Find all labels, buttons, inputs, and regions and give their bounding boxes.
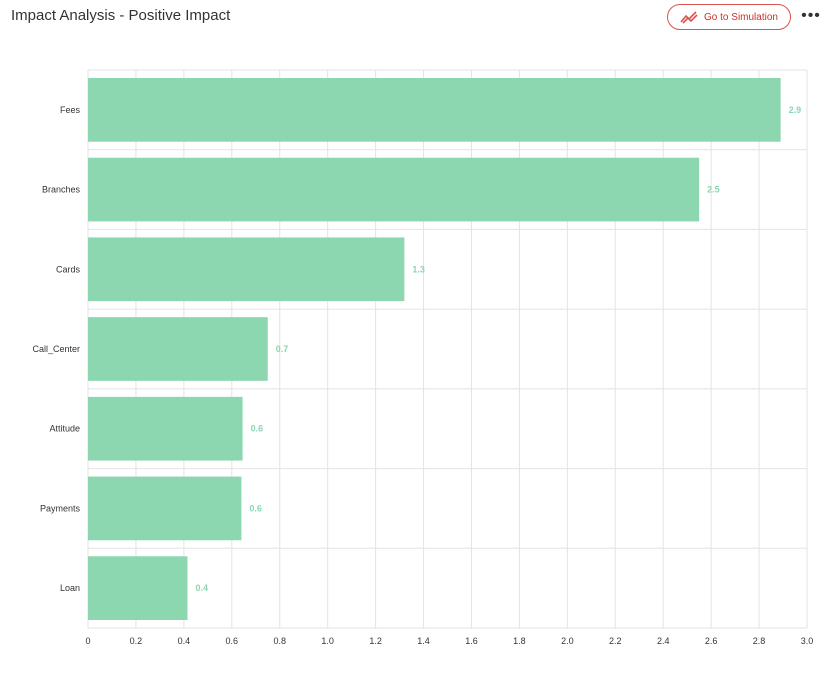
go-to-simulation-button[interactable]: Go to Simulation [667,4,791,30]
x-tick-label: 1.2 [369,636,382,646]
trend-lines-icon [680,11,698,24]
x-tick-label: 1.8 [513,636,526,646]
category-label: Payments [40,503,81,513]
bar-branches [88,157,700,222]
x-tick-label: 3.0 [801,636,814,646]
bar-loan [88,556,188,620]
category-label: Call_Center [32,344,80,354]
data-label: 1.3 [412,264,425,274]
x-tick-label: 1.4 [417,636,430,646]
x-tick-label: 2.0 [561,636,574,646]
x-tick-label: 2.4 [657,636,670,646]
bar-fees [88,78,781,142]
x-tick-label: 1.0 [321,636,334,646]
chart-title: Impact Analysis - Positive Impact [11,7,231,24]
category-label: Branches [42,185,81,195]
data-label: 0.6 [251,424,264,434]
go-to-simulation-label: Go to Simulation [704,11,778,23]
x-tick-label: 0.8 [273,636,286,646]
category-label: Cards [56,264,81,274]
x-tick-label: 2.8 [753,636,766,646]
x-tick-label: 0 [85,636,90,646]
x-tick-label: 0.2 [130,636,143,646]
x-tick-label: 0.4 [178,636,191,646]
x-tick-label: 1.6 [465,636,478,646]
bar-call-center [88,317,268,381]
data-label: 2.9 [789,105,802,115]
data-label: 0.7 [276,344,289,354]
x-tick-label: 2.2 [609,636,622,646]
category-label: Fees [60,105,81,115]
more-dots-icon[interactable]: ••• [801,7,821,24]
data-label: 2.5 [707,185,720,195]
category-label: Attitude [49,424,80,434]
data-label: 0.4 [195,583,208,593]
data-label: 0.6 [249,503,262,513]
x-tick-label: 2.6 [705,636,718,646]
bar-attitude [88,396,243,461]
category-label: Loan [60,583,80,593]
bar-payments [88,476,242,541]
x-tick-label: 0.6 [226,636,239,646]
bar-cards [88,237,405,302]
